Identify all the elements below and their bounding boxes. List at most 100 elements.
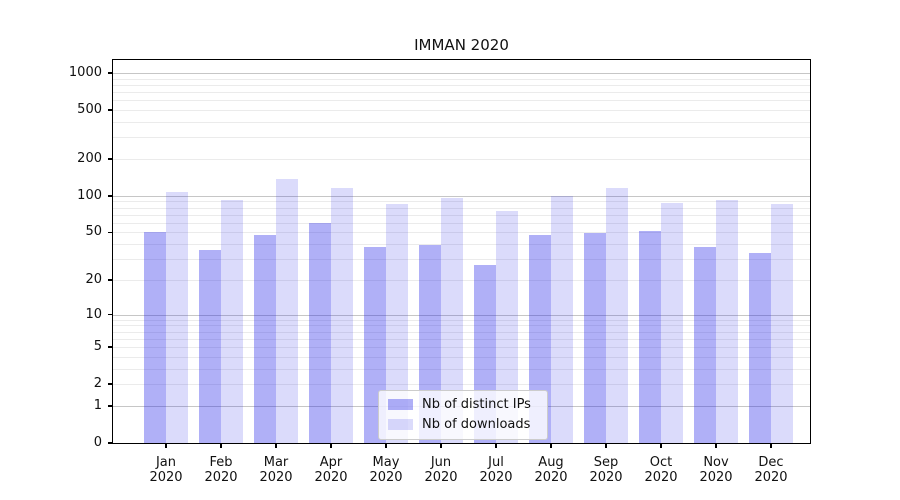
legend-swatch-downloads — [388, 419, 413, 430]
bar-downloads — [661, 203, 683, 443]
bar-distinct-ips — [199, 249, 221, 443]
minor-gridline — [113, 84, 810, 86]
x-tick-label: Aug 2020 — [534, 455, 568, 485]
x-tick-mark — [605, 443, 607, 448]
minor-gridline — [113, 110, 810, 112]
x-tick-mark — [440, 443, 442, 448]
y-tick-mark — [108, 383, 113, 385]
plot-area: Nb of distinct IPs Nb of downloads — [112, 59, 811, 444]
bar-downloads — [771, 204, 793, 443]
minor-gridline — [113, 325, 810, 327]
minor-gridline — [113, 338, 810, 340]
y-tick-label: 0 — [93, 435, 102, 450]
y-tick-label: 5 — [93, 339, 102, 355]
minor-gridline — [113, 201, 810, 203]
x-tick-mark — [660, 443, 662, 448]
x-tick-label: Jun 2020 — [424, 455, 458, 485]
x-tick-label: May 2020 — [369, 455, 403, 485]
y-tick-mark — [108, 442, 113, 444]
x-tick-mark — [165, 443, 167, 448]
major-gridline — [113, 73, 810, 74]
bar-downloads — [551, 195, 573, 443]
x-tick-mark — [220, 443, 222, 448]
x-tick-label: Oct 2020 — [644, 455, 678, 485]
minor-gridline — [113, 356, 810, 358]
bar-downloads — [716, 199, 738, 443]
minor-gridline — [113, 92, 810, 94]
legend-item-distinct-ips: Nb of distinct IPs — [388, 397, 538, 412]
y-tick-mark — [108, 279, 113, 281]
bar-distinct-ips — [254, 234, 276, 443]
minor-gridline — [113, 222, 810, 224]
y-tick-label: 500 — [77, 102, 102, 118]
y-tick-label: 100 — [77, 187, 102, 203]
y-tick-label: 10 — [85, 306, 102, 322]
bar-distinct-ips — [144, 232, 166, 443]
bar-distinct-ips — [639, 231, 661, 443]
minor-gridline — [113, 244, 810, 246]
minor-gridline — [113, 259, 810, 261]
minor-gridline — [113, 207, 810, 209]
major-gridline — [113, 195, 810, 197]
minor-gridline — [113, 137, 810, 139]
minor-gridline — [113, 232, 810, 234]
bar-downloads — [496, 211, 518, 443]
legend-label-downloads: Nb of downloads — [422, 417, 531, 432]
x-tick-label: Apr 2020 — [314, 455, 348, 485]
y-tick-mark — [108, 405, 113, 407]
x-tick-mark — [330, 443, 332, 448]
bar-distinct-ips — [309, 222, 331, 443]
y-tick-mark — [108, 346, 113, 348]
minor-gridline — [113, 158, 810, 160]
bar-downloads — [331, 187, 353, 443]
y-tick-label: 1 — [93, 397, 102, 413]
bar-downloads — [441, 198, 463, 443]
legend: Nb of distinct IPs Nb of downloads — [378, 390, 548, 440]
x-tick-label: Nov 2020 — [699, 455, 733, 485]
bar-downloads — [386, 203, 408, 443]
y-tick-mark — [108, 158, 113, 160]
y-tick-label: 20 — [85, 271, 102, 287]
bar-distinct-ips — [694, 246, 716, 443]
y-tick-mark — [108, 231, 113, 234]
y-tick-label: 200 — [77, 150, 102, 166]
bar-downloads — [166, 191, 188, 443]
bar-distinct-ips — [584, 233, 606, 443]
bar-downloads — [221, 199, 243, 443]
x-tick-label: Mar 2020 — [259, 455, 293, 485]
minor-gridline — [113, 279, 810, 281]
minor-gridline — [113, 384, 810, 386]
y-tick-mark — [108, 109, 113, 111]
x-tick-mark — [385, 443, 387, 448]
x-tick-label: Jan 2020 — [149, 455, 183, 485]
y-tick-mark — [108, 313, 113, 316]
minor-gridline — [113, 121, 810, 123]
legend-item-downloads: Nb of downloads — [388, 417, 538, 432]
y-tick-label: 2 — [93, 376, 102, 392]
minor-gridline — [113, 100, 810, 102]
x-tick-label: Sep 2020 — [589, 455, 623, 485]
x-tick-label: Jul 2020 — [479, 455, 513, 485]
minor-gridline — [113, 331, 810, 333]
x-tick-mark — [495, 443, 497, 448]
bar-downloads — [276, 179, 298, 443]
minor-gridline — [113, 214, 810, 216]
x-tick-mark — [550, 443, 552, 448]
bar-downloads — [606, 188, 628, 443]
y-tick-mark — [108, 72, 113, 74]
y-tick-mark — [108, 195, 113, 197]
chart-title: IMMAN 2020 — [414, 36, 509, 54]
x-tick-label: Dec 2020 — [754, 455, 788, 485]
x-tick-mark — [275, 443, 277, 448]
legend-swatch-distinct-ips — [388, 399, 413, 410]
x-tick-mark — [770, 443, 772, 448]
major-gridline — [113, 314, 810, 316]
legend-label-distinct-ips: Nb of distinct IPs — [422, 397, 531, 412]
y-tick-label: 1000 — [68, 65, 102, 80]
minor-gridline — [113, 78, 810, 80]
bar-distinct-ips — [749, 252, 771, 443]
y-tick-label: 50 — [85, 224, 102, 240]
minor-gridline — [113, 347, 810, 349]
x-tick-label: Feb 2020 — [204, 455, 238, 485]
